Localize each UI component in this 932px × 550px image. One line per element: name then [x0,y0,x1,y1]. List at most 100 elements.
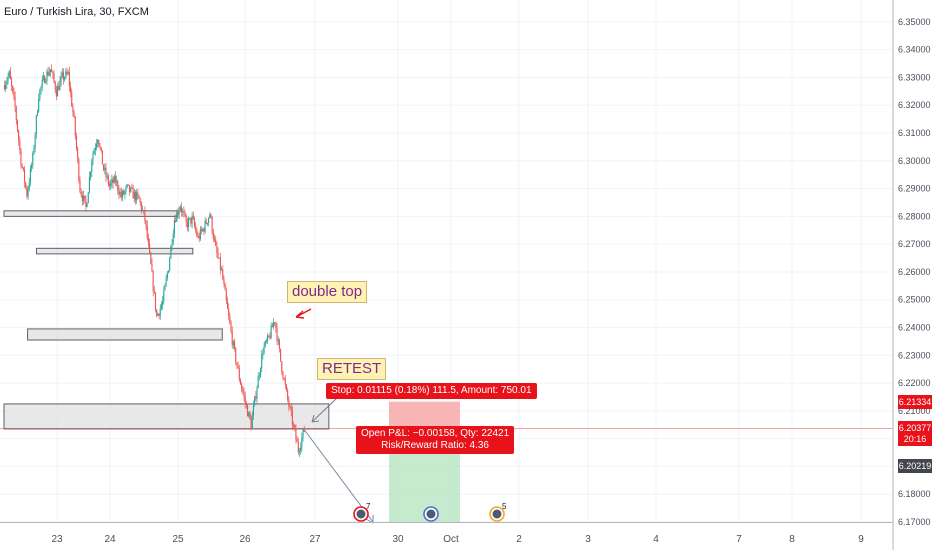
candle-body [224,284,226,291]
candle-body [302,429,304,438]
candle-body [257,376,259,389]
candle-body [82,195,85,202]
candle-body [242,388,244,393]
candle-body [86,203,88,207]
candle-body [15,107,17,120]
candle-body [29,168,31,183]
candle-body [156,309,158,316]
y-tick-label: 6.35000 [898,17,931,27]
y-tick-label: 6.18000 [898,489,931,499]
y-tick-label: 6.27000 [898,239,931,249]
candle-body [250,418,252,429]
x-tick-label: Oct [443,534,459,545]
y-tick-label: 6.28000 [898,211,931,221]
candle-body [177,212,179,215]
event-flag-icon [426,509,436,519]
candle-body [143,209,145,211]
candle-body [210,214,212,218]
price-tag: 6.20219 [898,459,932,474]
candle-body [277,339,279,342]
candle-body [278,339,280,349]
candle-body [219,257,221,270]
candle-body [91,160,93,173]
candle-body [218,257,220,259]
y-tick-label: 6.26000 [898,267,931,277]
candle-body [298,451,301,453]
candle-body [125,186,127,191]
pl-line-1: Open P&L: −0.00158, Qty: 22421 [361,428,510,439]
candle-body [235,348,237,363]
candle-body [199,229,201,240]
candle-body [254,396,256,406]
candle-body [94,147,96,151]
candle-body [100,147,102,151]
retest-note[interactable]: RETEST [317,358,387,380]
double-top-note[interactable]: double top [287,281,368,303]
candle-body [285,385,288,391]
candle-body [39,89,41,99]
y-tick-label: 6.21000 [898,406,931,416]
candle-body [169,258,171,271]
candle-body [57,86,59,97]
pl-line-2: Risk/Reward Ratio: 4.36 [381,440,489,451]
candle-body [282,372,284,379]
candle-body [294,425,296,429]
candle-body [212,232,214,239]
candle-body [64,77,66,80]
candle-body [21,165,23,168]
candle-body [72,106,74,113]
candle-body [62,72,65,80]
candle-body [211,217,213,233]
candle-body [140,202,142,211]
candle-body [105,167,107,177]
candle-body [34,134,36,149]
candle-body [208,217,210,223]
event-badge: 7 [366,502,371,511]
candle-body [222,269,224,280]
candle-body [167,270,170,274]
candle-body [99,146,101,148]
candle-body [151,263,153,272]
candle-body [164,284,166,291]
candle-body [45,81,47,83]
y-tick-label: 6.34000 [898,45,931,55]
candle-body [255,396,257,399]
candle-body [80,191,82,196]
candle-body [18,131,20,141]
candle-body [107,175,109,185]
candle-body [259,368,262,376]
candle-body [291,411,293,425]
candle-body [6,81,8,85]
candle-body [180,207,183,212]
candle-body [236,362,238,367]
y-tick-label: 6.24000 [898,323,931,333]
candle-body [61,72,63,76]
zone-rect [3,210,179,217]
candle-body [13,91,15,97]
candle-body [280,348,282,362]
candle-body [263,346,265,354]
candle-body [149,243,151,253]
candle-body [28,182,30,189]
candle-body [85,199,87,207]
double-top-arrow-head [295,310,305,319]
candle-body [256,388,258,399]
candle-body [123,191,125,195]
candle-body [88,176,90,193]
candle-body [69,86,72,93]
candle-body [258,375,260,377]
candle-body [163,290,165,302]
candle-body [202,228,204,231]
y-tick-label: 6.23000 [898,350,931,360]
candle-body [139,198,141,203]
candle-body [301,437,303,448]
candle-body [98,140,100,147]
candle-body [32,153,34,166]
candle-body [172,233,174,244]
candle-body [221,269,223,271]
candle-body [269,336,271,339]
candle-body [215,239,217,246]
candle-body [35,115,37,135]
candle-body [295,428,297,440]
